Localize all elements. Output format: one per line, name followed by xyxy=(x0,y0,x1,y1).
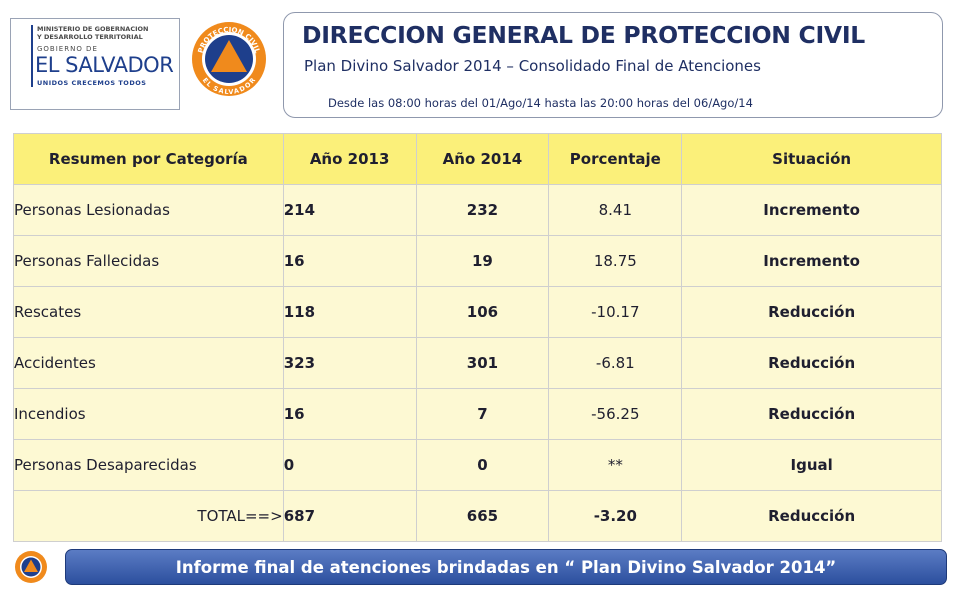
page-title: DIRECCION GENERAL DE PROTECCION CIVIL xyxy=(302,21,865,49)
table-row: Incendios 16 7 -56.25 Reducción xyxy=(13,388,942,440)
cell-categoria: Personas Desaparecidas xyxy=(13,439,284,491)
cell-2013: 0 xyxy=(282,439,417,491)
total-2014: 665 xyxy=(415,490,550,542)
logo-gobierno: GOBIERNO DE xyxy=(37,45,98,53)
cell-porcentaje: 8.41 xyxy=(548,184,683,236)
cell-2014: 19 xyxy=(415,235,550,287)
logo-country-name: EL SALVADOR xyxy=(35,53,174,77)
header-2014: Año 2014 xyxy=(415,133,550,185)
cell-porcentaje: -56.25 xyxy=(548,388,683,440)
proteccion-civil-small-icon xyxy=(15,551,47,583)
cell-2013: 118 xyxy=(282,286,417,338)
footer-text: Informe final de atenciones brindadas en… xyxy=(175,557,837,577)
table-header-row: Resumen por Categoría Año 2013 Año 2014 … xyxy=(13,133,942,185)
cell-2013: 16 xyxy=(282,388,417,440)
total-row: TOTAL==> 687 665 -3.20 Reducción xyxy=(13,490,942,542)
cell-porcentaje: -10.17 xyxy=(548,286,683,338)
logo-slogan: UNIDOS CRECEMOS TODOS xyxy=(37,79,147,87)
header-2013: Año 2013 xyxy=(282,133,417,185)
cell-categoria: Personas Fallecidas xyxy=(13,235,284,287)
proteccion-civil-emblem-icon: PROTECCION CIVIL EL SALVADOR xyxy=(192,22,266,96)
cell-situacion: Incremento xyxy=(681,184,942,236)
cell-porcentaje: 18.75 xyxy=(548,235,683,287)
cell-categoria: Rescates xyxy=(13,286,284,338)
cell-2014: 301 xyxy=(415,337,550,389)
cell-2013: 323 xyxy=(282,337,417,389)
logo-ministry-line1: MINISTERIO DE GOBERNACION xyxy=(37,25,149,33)
header-situacion: Situación xyxy=(681,133,942,185)
cell-situacion: Reducción xyxy=(681,286,942,338)
government-logo: MINISTERIO DE GOBERNACION Y DESARROLLO T… xyxy=(10,18,180,110)
cell-categoria: Accidentes xyxy=(13,337,284,389)
table-row: Personas Lesionadas 214 232 8.41 Increme… xyxy=(13,184,942,236)
cell-categoria: Incendios xyxy=(13,388,284,440)
cell-2013: 16 xyxy=(282,235,417,287)
table-row: Accidentes 323 301 -6.81 Reducción xyxy=(13,337,942,389)
header-panel: DIRECCION GENERAL DE PROTECCION CIVIL Pl… xyxy=(283,12,943,118)
cell-2014: 106 xyxy=(415,286,550,338)
header-categoria: Resumen por Categoría xyxy=(13,133,284,185)
cell-2014: 232 xyxy=(415,184,550,236)
table-row: Personas Desaparecidas 0 0 ** Igual xyxy=(13,439,942,491)
cell-porcentaje: -6.81 xyxy=(548,337,683,389)
cell-categoria: Personas Lesionadas xyxy=(13,184,284,236)
total-2013: 687 xyxy=(282,490,417,542)
cell-2013: 214 xyxy=(282,184,417,236)
date-range: Desde las 08:00 horas del 01/Ago/14 hast… xyxy=(328,96,753,110)
cell-porcentaje: ** xyxy=(548,439,683,491)
cell-situacion: Igual xyxy=(681,439,942,491)
logo-ministry-line2: Y DESARROLLO TERRITORIAL xyxy=(37,33,143,41)
cell-situacion: Reducción xyxy=(681,337,942,389)
cell-situacion: Incremento xyxy=(681,235,942,287)
total-situacion: Reducción xyxy=(681,490,942,542)
cell-2014: 7 xyxy=(415,388,550,440)
cell-situacion: Reducción xyxy=(681,388,942,440)
table-row: Rescates 118 106 -10.17 Reducción xyxy=(13,286,942,338)
page-subtitle: Plan Divino Salvador 2014 – Consolidado … xyxy=(304,57,761,75)
total-label: TOTAL==> xyxy=(13,490,284,542)
logo-divider xyxy=(31,25,33,87)
footer-banner: Informe final de atenciones brindadas en… xyxy=(65,549,947,585)
summary-table: Resumen por Categoría Año 2013 Año 2014 … xyxy=(13,133,942,542)
total-porcentaje: -3.20 xyxy=(548,490,683,542)
header-porcentaje: Porcentaje xyxy=(548,133,683,185)
cell-2014: 0 xyxy=(415,439,550,491)
table-row: Personas Fallecidas 16 19 18.75 Incremen… xyxy=(13,235,942,287)
